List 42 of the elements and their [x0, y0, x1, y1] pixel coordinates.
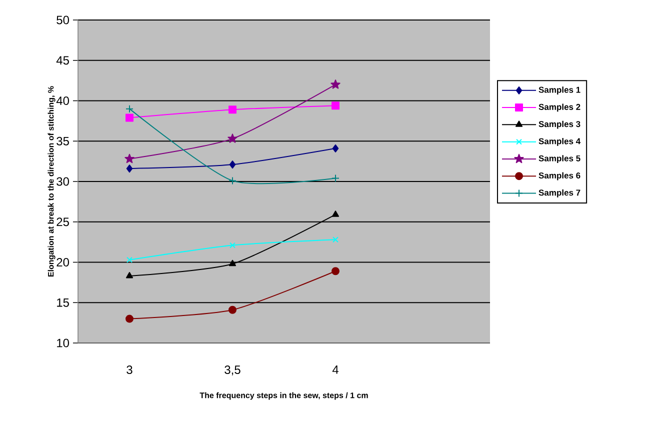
point [126, 272, 134, 278]
y-tick-label: 40 [56, 96, 70, 106]
legend-label: Samples 6 [538, 172, 580, 180]
legend-label: Samples 4 [538, 138, 581, 146]
legend-label: Samples 2 [538, 104, 580, 112]
point [126, 164, 133, 173]
y-tick-label: 15 [57, 298, 69, 307]
point [228, 134, 238, 143]
x-tick-label: 3 [126, 366, 132, 374]
x-tick-label: 3,5 [224, 366, 240, 376]
point [332, 174, 340, 182]
point [228, 106, 236, 114]
y-tick-label: 20 [56, 258, 70, 267]
y-tick-label: 45 [56, 56, 69, 65]
legend-label: Samples 7 [538, 189, 580, 198]
y-tick-label: 35 [56, 136, 69, 146]
point [332, 144, 339, 152]
x-axis-title: The frequency steps in the sew, steps / 1 cm [200, 392, 368, 400]
point [228, 260, 236, 266]
y-tick-label: 25 [56, 218, 69, 226]
point [332, 102, 340, 110]
x-tick-label: 4 [332, 366, 338, 374]
point [330, 80, 340, 89]
point [230, 242, 236, 248]
legend-label: Samples 3 [538, 120, 580, 129]
point [332, 236, 338, 243]
point [228, 176, 236, 185]
y-tick-label: 50 [56, 16, 70, 24]
legend-label: Samples 1 [538, 86, 580, 94]
point [228, 306, 236, 314]
point [126, 314, 134, 323]
point [229, 160, 236, 169]
y-tick-label: 30 [56, 177, 70, 186]
y-tick-label: 10 [57, 338, 70, 348]
point [332, 267, 340, 276]
legend-label: Samples 5 [538, 155, 580, 164]
point [126, 256, 132, 263]
y-axis-title: Elongation at break to the direction of stitching, % [48, 86, 56, 277]
point [126, 104, 134, 113]
point [124, 154, 134, 164]
point [126, 114, 134, 122]
point [332, 210, 340, 217]
